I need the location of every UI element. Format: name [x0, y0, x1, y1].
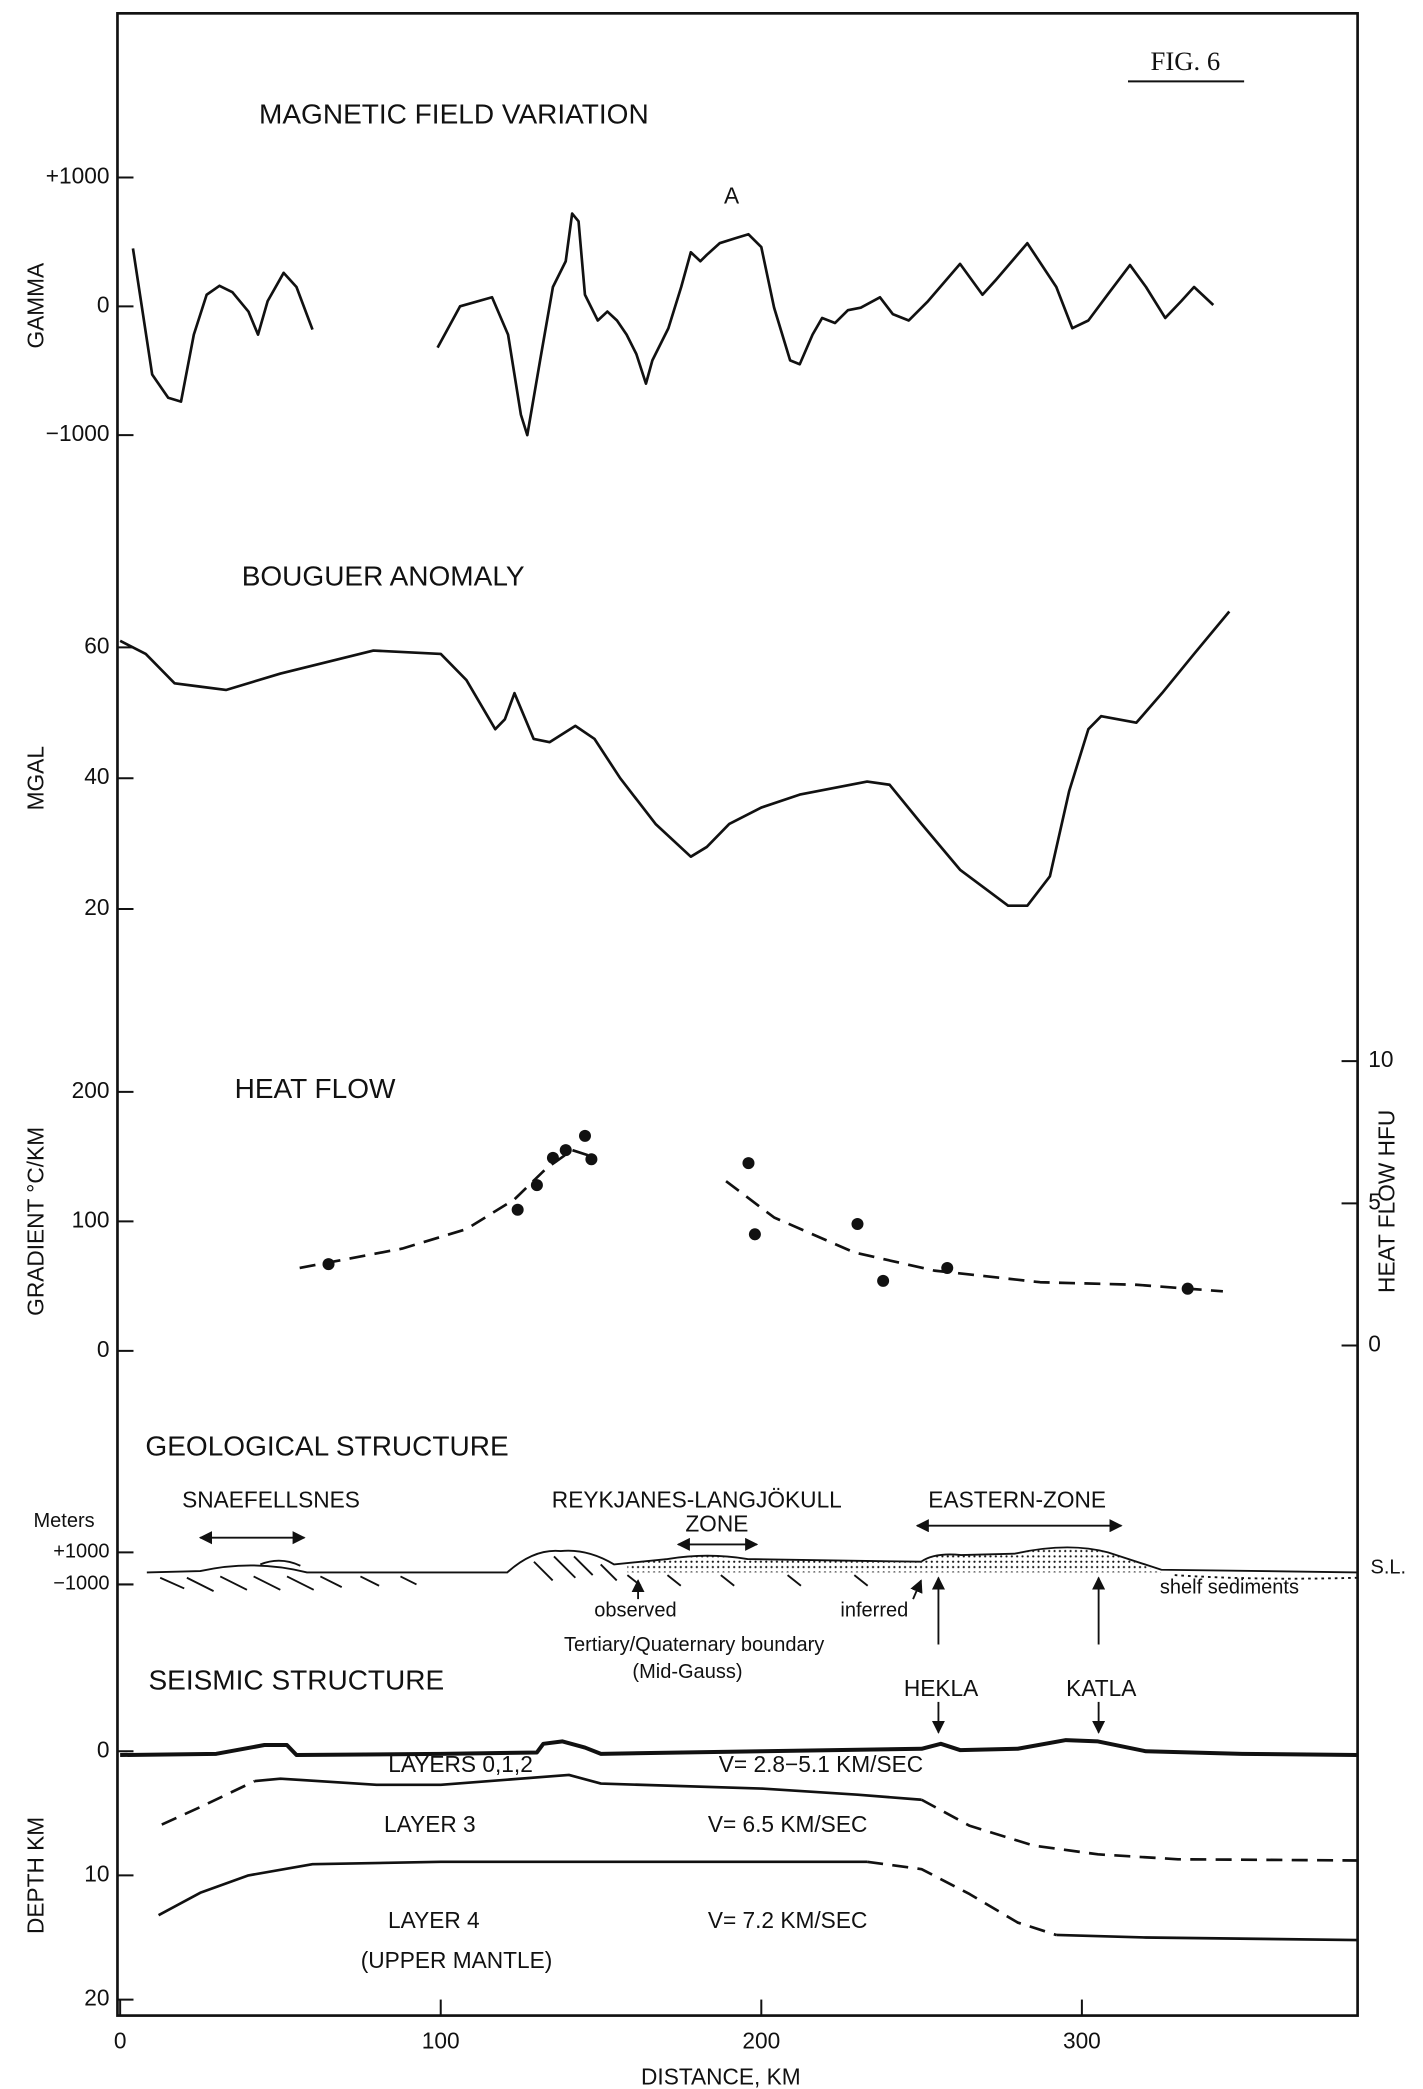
y-tick-label: −1000	[53, 1573, 109, 1595]
line-series	[920, 1798, 1358, 1862]
annotation: ZONE	[685, 1511, 748, 1537]
data-point	[511, 1203, 524, 1216]
panel-title: BOUGUER ANOMALY	[242, 560, 525, 591]
data-point	[578, 1129, 591, 1142]
panel-title: HEAT FLOW	[235, 1073, 396, 1104]
panel-title: SEISMIC STRUCTURE	[148, 1664, 444, 1695]
annotation: SNAEFELLSNES	[182, 1487, 360, 1513]
line-series	[299, 1148, 589, 1270]
annotation: LAYER 3	[384, 1811, 476, 1837]
line-series	[254, 1773, 922, 1802]
y-tick-label: 10	[84, 1860, 109, 1886]
data-point	[1181, 1282, 1194, 1295]
data-point	[748, 1228, 761, 1241]
y-axis-label: MGAL	[22, 746, 48, 810]
annotation: inferred	[840, 1599, 908, 1621]
y2-tick-label: 10	[1368, 1046, 1393, 1072]
annotation: HEKLA	[904, 1675, 979, 1701]
annotation: REYKJANES-LANGJÖKULL	[552, 1487, 842, 1513]
data-point	[530, 1179, 543, 1192]
annotation: LAYERS 0,1,2	[388, 1751, 533, 1777]
frame	[116, 12, 1359, 2017]
annotation: V= 7.2 KM/SEC	[708, 1907, 868, 1933]
data-point	[546, 1151, 559, 1164]
data-point	[742, 1157, 755, 1170]
data-point	[851, 1217, 864, 1230]
annotation: (Mid-Gauss)	[632, 1661, 742, 1683]
annotation: shelf sediments	[1160, 1577, 1299, 1599]
y2-tick-label: 5	[1368, 1188, 1381, 1214]
y-tick-label: 200	[72, 1077, 110, 1103]
annotation: observed	[594, 1599, 676, 1621]
line-series	[866, 1860, 1057, 1937]
y-tick-label: 60	[84, 632, 109, 658]
annotation: KATLA	[1066, 1675, 1137, 1701]
x-tick-label: 300	[1063, 2027, 1101, 2053]
line-series	[725, 1180, 1223, 1293]
annotation: (UPPER MANTLE)	[361, 1947, 553, 1973]
data-point	[877, 1274, 890, 1287]
x-tick-label: 100	[422, 2027, 460, 2053]
x-tick-label: 0	[114, 2027, 127, 2053]
line-series	[161, 1779, 256, 1826]
annotation: EASTERN-ZONE	[928, 1487, 1106, 1513]
y-axis-label: DEPTH KM	[22, 1817, 48, 1934]
y-tick-label: 0	[97, 1336, 110, 1362]
line-series	[131, 248, 314, 403]
line-series	[157, 1860, 868, 1917]
data-point	[941, 1261, 954, 1274]
panel-title: MAGNETIC FIELD VARIATION	[259, 99, 649, 130]
y-tick-label: 20	[84, 1985, 109, 2011]
annotation: A	[724, 183, 740, 209]
data-point	[322, 1258, 335, 1271]
y-axis-label: Meters	[33, 1510, 94, 1532]
y-axis-label: GAMMA	[22, 262, 48, 349]
y-axis-label: GRADIENT °C/KM	[22, 1127, 48, 1316]
data-point	[559, 1144, 572, 1157]
line-series	[436, 212, 1215, 437]
sea-level-label: S.L.	[1370, 1557, 1406, 1579]
panel-title: GEOLOGICAL STRUCTURE	[145, 1431, 508, 1462]
y-tick-label: +1000	[53, 1541, 109, 1563]
y-tick-label: −1000	[46, 420, 110, 446]
figure-label: FIG. 6	[1151, 46, 1221, 76]
y-tick-label: 100	[72, 1206, 110, 1232]
x-axis-label: DISTANCE, KM	[641, 2063, 801, 2089]
data-point	[585, 1153, 598, 1166]
y-tick-label: 20	[84, 894, 109, 920]
line-series	[1056, 1933, 1358, 1942]
y-tick-label: +1000	[46, 163, 110, 189]
line-series	[120, 1738, 1358, 1758]
annotation: Tertiary/Quaternary boundary	[564, 1634, 824, 1656]
annotation: LAYER 4	[388, 1907, 480, 1933]
y2-axis-label: HEAT FLOW HFU	[1373, 1110, 1399, 1293]
line-series	[119, 610, 1231, 908]
x-tick-label: 200	[742, 2027, 780, 2053]
y-tick-label: 0	[97, 1736, 110, 1762]
geological-section	[146, 1519, 1358, 1734]
y-tick-label: 40	[84, 763, 109, 789]
y2-tick-label: 0	[1368, 1331, 1381, 1357]
y-tick-label: 0	[97, 291, 110, 317]
annotation: V= 2.8−5.1 KM/SEC	[719, 1751, 923, 1777]
annotation: V= 6.5 KM/SEC	[708, 1811, 868, 1837]
